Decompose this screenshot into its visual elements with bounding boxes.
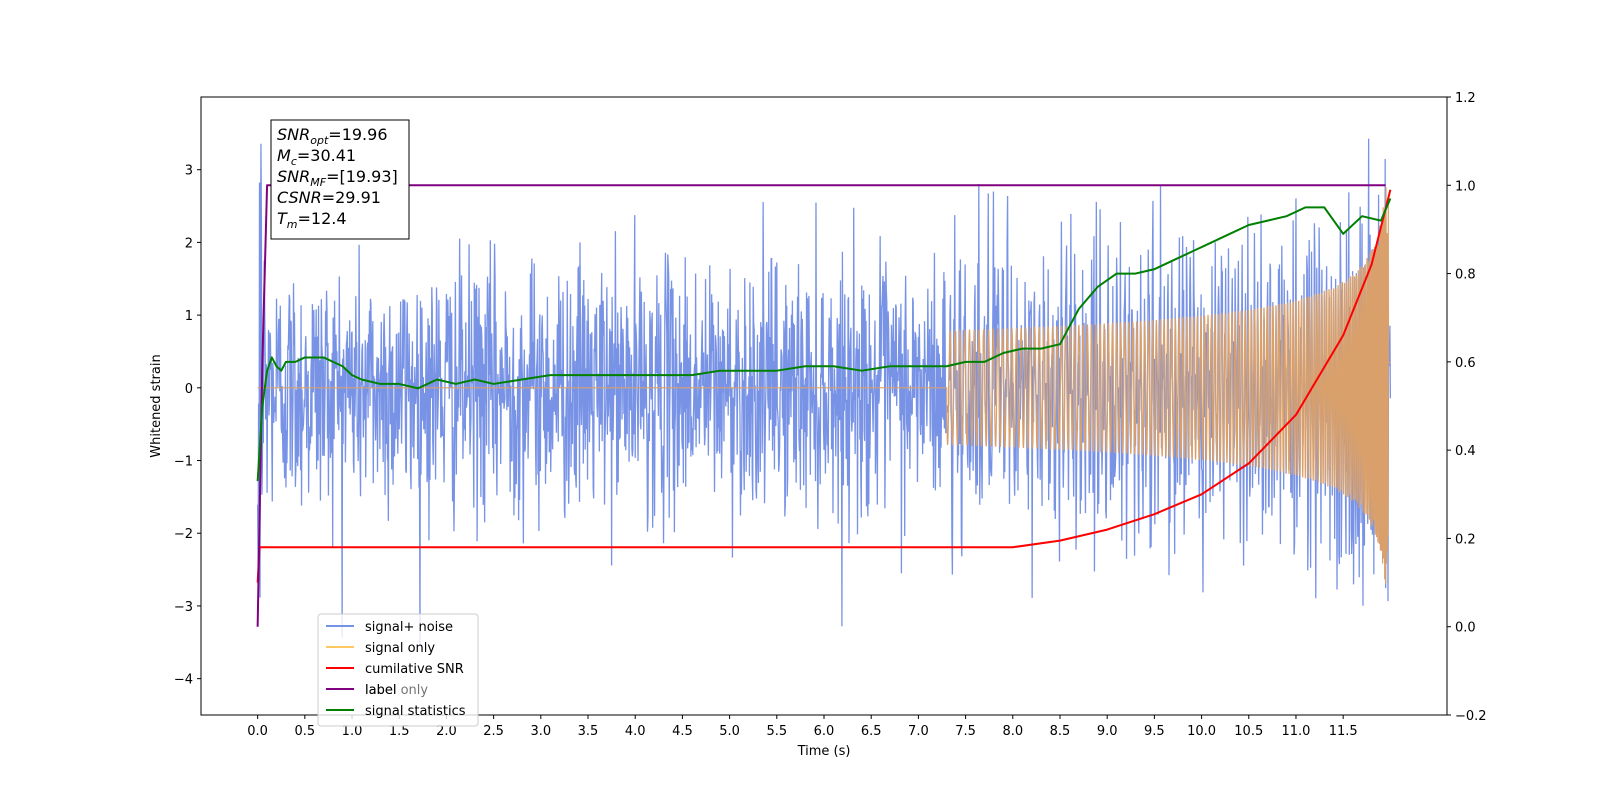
x-tick-label: 7.5 <box>955 724 976 739</box>
y-right-tick-label: 1.0 <box>1455 179 1476 194</box>
legend-label: signal statistics <box>365 704 466 719</box>
y-axis-left: 3 2 1 0 −1 −2 −3 −4 <box>174 164 201 688</box>
series-line-signal-noise <box>256 138 1392 648</box>
x-tick-label: 10.0 <box>1187 724 1216 739</box>
x-tick-label: 9.0 <box>1097 724 1118 739</box>
series-line-cumulative-snr <box>256 189 1392 583</box>
y-right-tick-label: 0.6 <box>1455 356 1476 371</box>
x-axis: 0.0 0.5 1.0 1.5 2.0 2.5 3.0 3.5 4.0 4.5 5.0 5.5 6.0 6… <box>247 715 1358 739</box>
y-left-tick-label: −3 <box>174 600 193 615</box>
x-axis-title: Time (s) <box>797 744 851 759</box>
x-tick-label: 8.0 <box>1002 724 1023 739</box>
legend-frame <box>317 613 479 727</box>
x-tick-label: 1.5 <box>389 724 410 739</box>
annotation-line: Tm=12.4 <box>277 209 347 231</box>
x-tick-label: 3.5 <box>578 724 599 739</box>
x-tick-label: 6.5 <box>861 724 882 739</box>
y-left-tick-label: 1 <box>185 309 193 324</box>
annotation-line: SNRopt=19.96 <box>277 125 388 147</box>
series-line-signal-statistics <box>256 198 1392 482</box>
y-right-tick-label: 0.0 <box>1455 621 1476 636</box>
y-axis-right: 1.2 1.0 0.8 0.6 0.4 0.2 0.0 −0.2 <box>1447 91 1487 724</box>
x-tick-label: 3.0 <box>530 724 551 739</box>
y-left-tick-label: −1 <box>174 455 193 470</box>
x-tick-label: 11.5 <box>1329 724 1358 739</box>
plot-area <box>256 138 1392 648</box>
x-tick-label: 9.5 <box>1144 724 1165 739</box>
x-tick-label: 11.0 <box>1281 724 1310 739</box>
y-left-tick-label: −2 <box>174 527 193 542</box>
y-right-tick-label: 0.2 <box>1455 532 1476 547</box>
x-tick-label: 10.5 <box>1234 724 1263 739</box>
legend-label: signal only <box>365 641 435 656</box>
legend-ghost-label: label only <box>365 683 428 698</box>
x-tick-label: 5.5 <box>766 724 787 739</box>
legend-label: cumilative SNR <box>365 662 464 677</box>
y-axis-title: Whitened strain <box>149 354 164 457</box>
legend-label: signal+ noise <box>365 620 453 635</box>
x-tick-label: 2.0 <box>436 724 457 739</box>
series-line-signal-only <box>257 187 1391 585</box>
y-left-tick-label: −4 <box>174 673 193 688</box>
y-left-tick-label: 0 <box>185 382 193 397</box>
y-right-tick-label: 0.8 <box>1455 268 1476 283</box>
x-tick-label: 2.5 <box>483 724 504 739</box>
annotation-frame <box>270 119 410 240</box>
x-tick-label: 6.0 <box>814 724 835 739</box>
series-line-label <box>256 184 1386 627</box>
annotation-box: SNRopt=19.96Mc=30.41SNRMF=[19.93]CSNR=29… <box>270 119 410 240</box>
x-tick-label: 1.0 <box>342 724 363 739</box>
x-tick-label: 7.0 <box>908 724 929 739</box>
x-tick-label: 4.5 <box>672 724 693 739</box>
x-tick-label: 4.0 <box>625 724 646 739</box>
y-left-tick-label: 3 <box>185 164 193 179</box>
legend: label only signal+ noise signal only cumila… <box>317 613 479 727</box>
annotation-line: SNRMF=[19.93] <box>277 167 398 189</box>
annotation-line: CSNR=29.91 <box>277 188 381 207</box>
x-tick-label: 8.5 <box>1050 724 1071 739</box>
y-right-tick-label: 1.2 <box>1455 91 1476 106</box>
x-tick-label: 0.5 <box>294 724 315 739</box>
legend-label: label <box>365 683 396 698</box>
y-left-tick-label: 2 <box>185 236 193 251</box>
x-tick-label: 5.0 <box>719 724 740 739</box>
y-right-tick-label: 0.4 <box>1455 444 1476 459</box>
x-tick-label: 0.0 <box>247 724 268 739</box>
y-right-tick-label: −0.2 <box>1455 709 1487 724</box>
annotation-line: Mc=30.41 <box>277 146 356 168</box>
